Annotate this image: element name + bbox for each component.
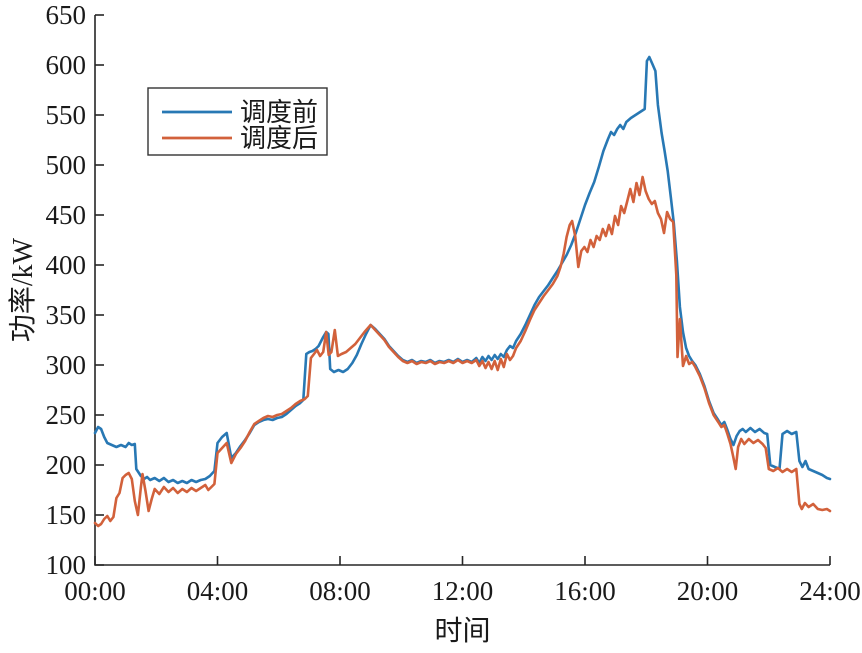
y-tick-label: 550 [46, 100, 87, 130]
y-tick-label: 200 [46, 450, 87, 480]
y-tick-label: 400 [46, 250, 87, 280]
x-tick-label: 00:00 [64, 576, 126, 606]
x-tick-label: 04:00 [187, 576, 249, 606]
x-tick-label: 08:00 [309, 576, 371, 606]
legend-box [147, 87, 328, 156]
y-tick-label: 600 [46, 50, 87, 80]
y-tick-label: 650 [46, 0, 87, 30]
legend-label-0: 调度前 [240, 98, 318, 127]
x-axis-title: 时间 [434, 615, 490, 647]
y-tick-label: 300 [46, 350, 87, 380]
x-tick-label: 24:00 [799, 576, 861, 606]
y-axis-title: 功率/kW [7, 237, 39, 342]
y-tick-label: 100 [46, 550, 87, 580]
y-tick-label: 450 [46, 200, 87, 230]
x-tick-label: 12:00 [432, 576, 494, 606]
series-line-1 [93, 175, 832, 528]
legend-label-1: 调度后 [240, 124, 318, 153]
y-tick-label: 150 [46, 500, 87, 530]
y-tick-label: 350 [46, 300, 87, 330]
x-tick-label: 20:00 [677, 576, 739, 606]
y-tick-label: 500 [46, 150, 87, 180]
x-tick-label: 16:00 [554, 576, 616, 606]
y-tick-label: 250 [46, 400, 87, 430]
